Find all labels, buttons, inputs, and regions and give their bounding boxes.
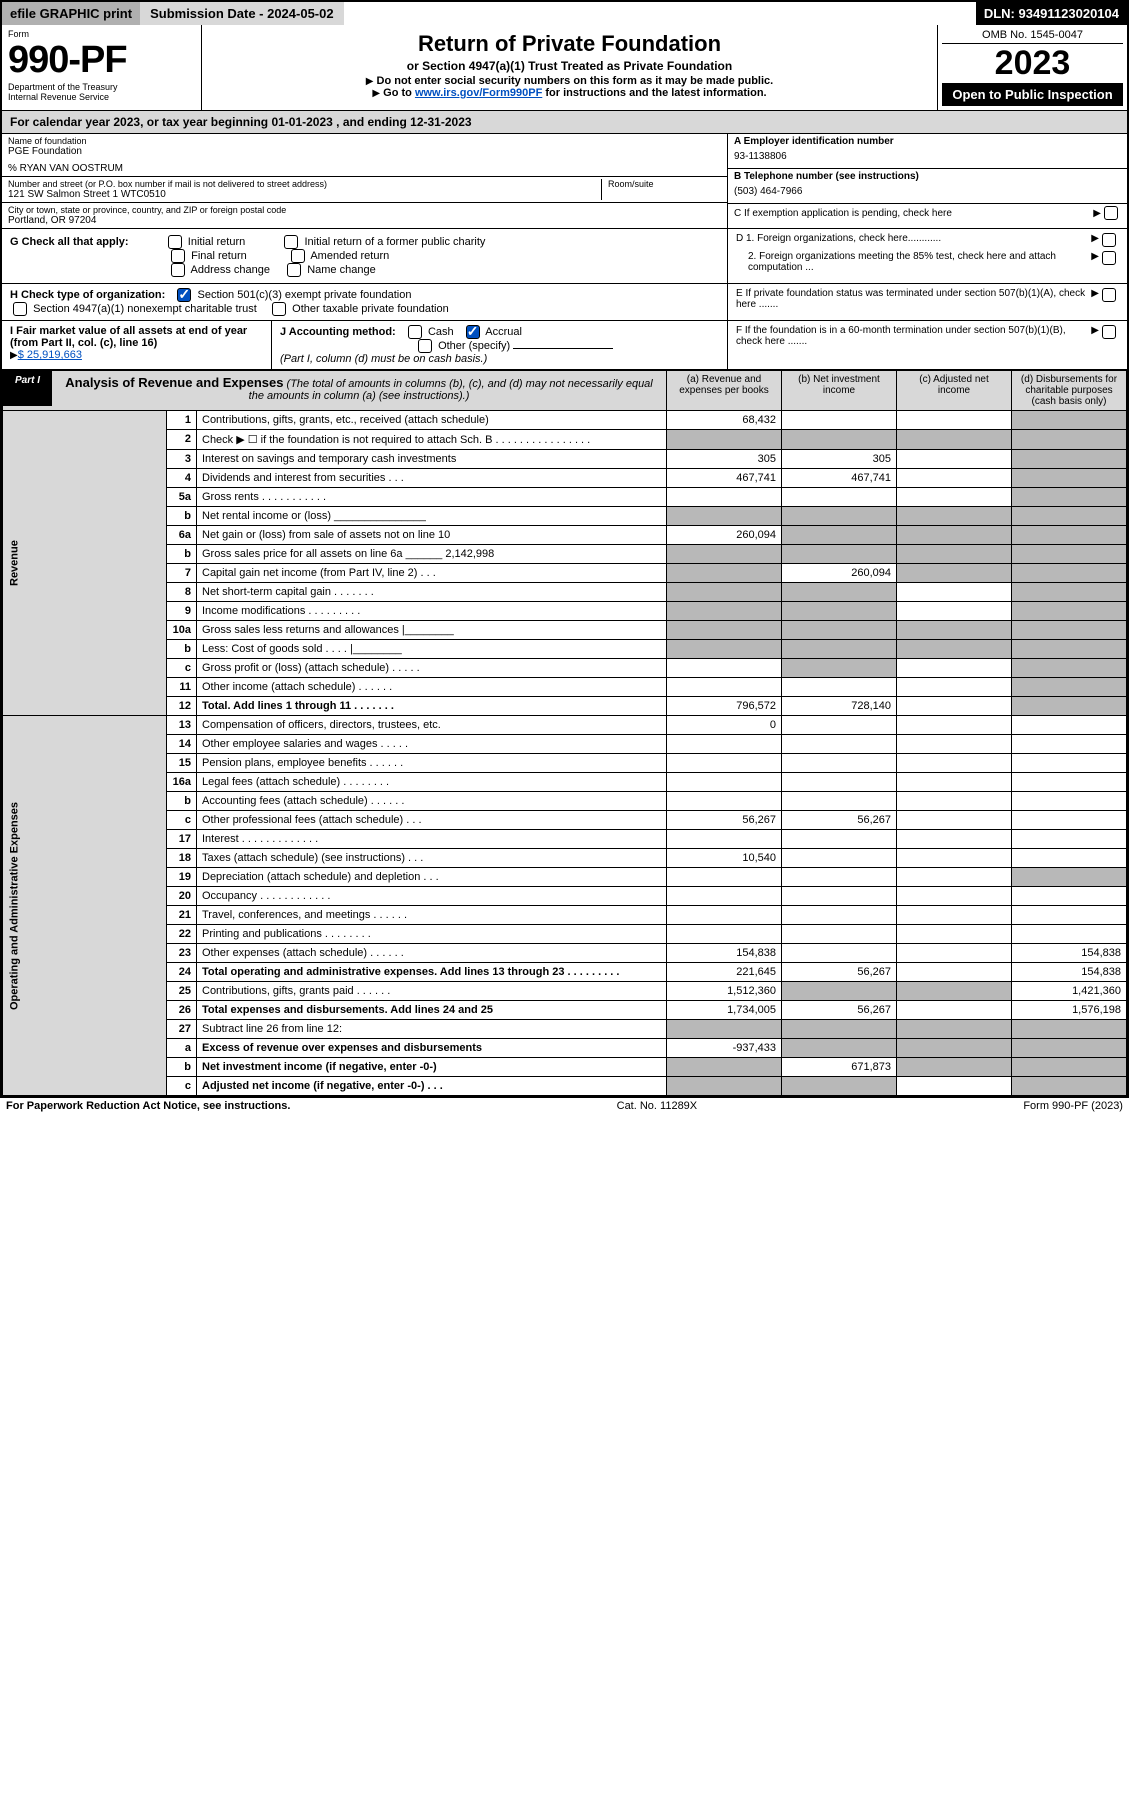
table-row: 16aLegal fees (attach schedule) . . . . …: [3, 773, 1127, 792]
table-row: 11Other income (attach schedule) . . . .…: [3, 678, 1127, 697]
top-bar: efile GRAPHIC print Submission Date - 20…: [2, 2, 1127, 25]
form-number: 990-PF: [8, 39, 195, 82]
calendar-year: For calendar year 2023, or tax year begi…: [2, 111, 1127, 134]
table-row: 17Interest . . . . . . . . . . . . .: [3, 830, 1127, 849]
phone-value: (503) 464-7966: [734, 182, 1121, 201]
irs-label: Internal Revenue Service: [8, 92, 195, 102]
table-row: 19Depreciation (attach schedule) and dep…: [3, 868, 1127, 887]
table-row: 14Other employee salaries and wages . . …: [3, 735, 1127, 754]
tax-year: 2023: [942, 44, 1123, 83]
table-row: 23Other expenses (attach schedule) . . .…: [3, 944, 1127, 963]
part1-table: Part I Analysis of Revenue and Expenses …: [2, 370, 1127, 1096]
omb-number: OMB No. 1545-0047: [942, 29, 1123, 44]
table-row: 2Check ▶ ☐ if the foundation is not requ…: [3, 430, 1127, 450]
form-link[interactable]: www.irs.gov/Form990PF: [415, 87, 542, 99]
room-label: Room/suite: [608, 179, 721, 189]
col-d-header: (d) Disbursements for charitable purpose…: [1012, 371, 1127, 411]
foundation-name: PGE Foundation: [8, 146, 721, 157]
table-row: 25Contributions, gifts, grants paid . . …: [3, 982, 1127, 1001]
col-a-header: (a) Revenue and expenses per books: [667, 371, 782, 411]
table-row: bAccounting fees (attach schedule) . . .…: [3, 792, 1127, 811]
table-row: 21Travel, conferences, and meetings . . …: [3, 906, 1127, 925]
dln-label: DLN: 93491123020104: [976, 2, 1127, 25]
form-subtitle: or Section 4947(a)(1) Trust Treated as P…: [208, 59, 931, 73]
side-label: Operating and Administrative Expenses: [3, 716, 167, 1096]
street-address: 121 SW Salmon Street 1 WTC0510: [8, 189, 601, 200]
checkbox-accrual[interactable]: [466, 325, 480, 339]
inspection-label: Open to Public Inspection: [942, 83, 1123, 106]
form-label: Form: [8, 29, 195, 39]
table-row: 9Income modifications . . . . . . . . .: [3, 602, 1127, 621]
table-row: 8Net short-term capital gain . . . . . .…: [3, 583, 1127, 602]
table-row: Revenue1Contributions, gifts, grants, et…: [3, 411, 1127, 430]
part1-tag: Part I: [3, 371, 52, 406]
identity-block: Name of foundation PGE Foundation % RYAN…: [2, 134, 1127, 229]
table-row: 20Occupancy . . . . . . . . . . . .: [3, 887, 1127, 906]
col-c-header: (c) Adjusted net income: [897, 371, 1012, 411]
table-row: 3Interest on savings and temporary cash …: [3, 450, 1127, 469]
table-row: 26Total expenses and disbursements. Add …: [3, 1001, 1127, 1020]
table-row: 7Capital gain net income (from Part IV, …: [3, 564, 1127, 583]
form-header: Form 990-PF Department of the Treasury I…: [2, 25, 1127, 111]
efile-label[interactable]: efile GRAPHIC print: [2, 2, 140, 25]
table-row: 5aGross rents . . . . . . . . . . .: [3, 488, 1127, 507]
side-label: Revenue: [3, 411, 167, 716]
table-row: 12Total. Add lines 1 through 11 . . . . …: [3, 697, 1127, 716]
table-row: aExcess of revenue over expenses and dis…: [3, 1039, 1127, 1058]
table-row: bNet investment income (if negative, ent…: [3, 1058, 1127, 1077]
table-row: 22Printing and publications . . . . . . …: [3, 925, 1127, 944]
table-row: Operating and Administrative Expenses13C…: [3, 716, 1127, 735]
table-row: 24Total operating and administrative exp…: [3, 963, 1127, 982]
dept-label: Department of the Treasury: [8, 82, 195, 92]
ein-value: 93-1138806: [734, 147, 1121, 166]
fmv-value[interactable]: $ 25,919,663: [18, 349, 82, 361]
submission-date: Submission Date - 2024-05-02: [140, 2, 344, 25]
col-b-header: (b) Net investment income: [782, 371, 897, 411]
checkbox-c[interactable]: [1104, 206, 1118, 220]
table-row: 18Taxes (attach schedule) (see instructi…: [3, 849, 1127, 868]
table-row: 27Subtract line 26 from line 12:: [3, 1020, 1127, 1039]
table-row: bLess: Cost of goods sold . . . . |_____…: [3, 640, 1127, 659]
table-row: 4Dividends and interest from securities …: [3, 469, 1127, 488]
city-state-zip: Portland, OR 97204: [8, 215, 721, 226]
checkbox-501c3[interactable]: [177, 288, 191, 302]
table-row: 6aNet gain or (loss) from sale of assets…: [3, 526, 1127, 545]
table-row: cAdjusted net income (if negative, enter…: [3, 1077, 1127, 1096]
form-title: Return of Private Foundation: [208, 31, 931, 57]
table-row: bGross sales price for all assets on lin…: [3, 545, 1127, 564]
table-row: bNet rental income or (loss) ___________…: [3, 507, 1127, 526]
footer: For Paperwork Reduction Act Notice, see …: [0, 1098, 1129, 1114]
care-of: % RYAN VAN OOSTRUM: [8, 163, 721, 174]
table-row: 15Pension plans, employee benefits . . .…: [3, 754, 1127, 773]
table-row: cOther professional fees (attach schedul…: [3, 811, 1127, 830]
instr-1: Do not enter social security numbers on …: [377, 75, 774, 87]
table-row: 10aGross sales less returns and allowanc…: [3, 621, 1127, 640]
table-row: cGross profit or (loss) (attach schedule…: [3, 659, 1127, 678]
